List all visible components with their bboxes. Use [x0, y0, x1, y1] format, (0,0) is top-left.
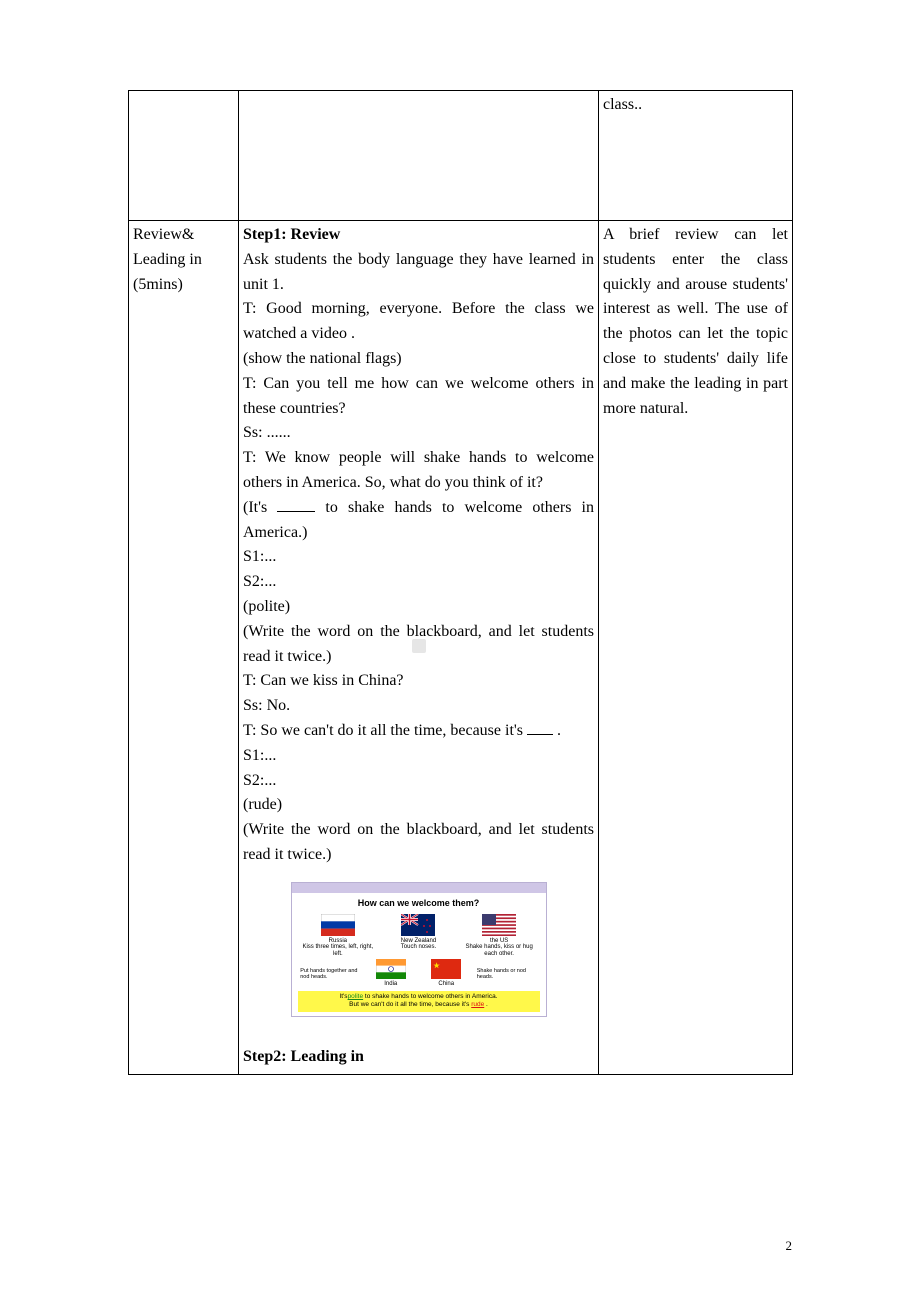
slide-graphic: How can we welcome them? Russia Kiss thr… [291, 882, 547, 1017]
flag-russia-icon [321, 914, 355, 936]
text: A brief review can let students enter th… [603, 226, 788, 417]
stage-line: Leading in [133, 248, 234, 273]
para: (show the national flags) [243, 347, 594, 372]
para: S2:... [243, 769, 594, 794]
flag-row-2: Put hands together and nod heads. India … [298, 959, 540, 988]
page-content: class.. Review& Leading in (5mins) Step1… [128, 90, 792, 1075]
blank-line [277, 497, 315, 511]
para: (Write the word on the blackboard, and l… [243, 818, 594, 868]
para: S1:... [243, 744, 594, 769]
flag-row-1: Russia Kiss three times, left, right, le… [298, 914, 540, 958]
para: T: Good morning, everyone. Before the cl… [243, 297, 594, 347]
highlight-box: It'spolite to shake hands to welcome oth… [298, 991, 540, 1012]
flag-nz-icon [401, 914, 435, 936]
flag-india-icon [376, 959, 406, 979]
cell-empty [129, 91, 239, 221]
stage-line: Review& [133, 223, 234, 248]
country-name: India [366, 981, 416, 988]
cell-empty [239, 91, 599, 221]
text: It's [339, 993, 347, 1000]
flag-us-icon [482, 914, 516, 936]
text: But we can't do it all the time, because… [349, 1001, 471, 1008]
para: Ss: ...... [243, 421, 594, 446]
para: T: We know people will shake hands to we… [243, 446, 594, 496]
country-desc: Shake hands, kiss or hug each other. [460, 944, 538, 957]
slide-body: How can we welcome them? Russia Kiss thr… [292, 893, 546, 1016]
desc-right: Shake hands or nod heads. [477, 968, 537, 980]
text: to shake hands to welcome others in Amer… [365, 993, 498, 1000]
table-row: Review& Leading in (5mins) Step1: Review… [129, 221, 793, 1075]
watermark-icon [412, 639, 426, 653]
text: (It's [243, 499, 277, 516]
step-title: Step2: Leading in [243, 1045, 594, 1070]
para: (rude) [243, 793, 594, 818]
word-polite: polite [348, 993, 364, 1000]
para: (It's to shake hands to welcome others i… [243, 496, 594, 546]
text: T: So we can't do it all the time, becau… [243, 722, 527, 739]
lesson-table: class.. Review& Leading in (5mins) Step1… [128, 90, 793, 1075]
cell-col3: class.. [599, 91, 793, 221]
text: . [553, 722, 561, 739]
flag-nz: New Zealand Touch noses. [379, 914, 457, 951]
flag-china-icon [431, 959, 461, 979]
cell-stage: Review& Leading in (5mins) [129, 221, 239, 1075]
country-name: Russia [299, 938, 377, 945]
table-row: class.. [129, 91, 793, 221]
para: Ss: No. [243, 694, 594, 719]
para: T: So we can't do it all the time, becau… [243, 719, 594, 744]
text: class.. [603, 96, 642, 113]
word-rude: rude [471, 1001, 484, 1008]
country-desc: Touch noses. [379, 944, 457, 951]
step-title: Step1: Review [243, 223, 594, 248]
cell-rationale: A brief review can let students enter th… [599, 221, 793, 1075]
flag-china: China [421, 959, 471, 988]
para: S2:... [243, 570, 594, 595]
para: S1:... [243, 545, 594, 570]
text: Put hands together and nod heads. [300, 968, 357, 980]
slide-title: How can we welcome them? [298, 897, 540, 911]
flag-india: India [366, 959, 416, 988]
text: Shake hands or nod heads. [477, 968, 526, 980]
para: T: Can you tell me how can we welcome ot… [243, 372, 594, 422]
country-name: New Zealand [379, 938, 457, 945]
page-number: 2 [786, 1238, 793, 1254]
para: Ask students the body language they have… [243, 248, 594, 298]
desc-left: Put hands together and nod heads. [300, 968, 360, 980]
blank-line [527, 721, 553, 735]
para: T: Can we kiss in China? [243, 669, 594, 694]
slide-header-bar [292, 883, 546, 893]
text: . [484, 1001, 488, 1008]
procedure-wrap: Step1: Review Ask students the body lang… [243, 223, 594, 1070]
spacer [243, 1017, 594, 1045]
para: (polite) [243, 595, 594, 620]
country-desc: Kiss three times, left, right, left. [299, 944, 377, 957]
country-name: China [421, 981, 471, 988]
stage-line: (5mins) [133, 273, 234, 298]
flag-russia: Russia Kiss three times, left, right, le… [299, 914, 377, 958]
flag-us: the US Shake hands, kiss or hug each oth… [460, 914, 538, 958]
country-name: the US [460, 938, 538, 945]
cell-procedure: Step1: Review Ask students the body lang… [239, 221, 599, 1075]
